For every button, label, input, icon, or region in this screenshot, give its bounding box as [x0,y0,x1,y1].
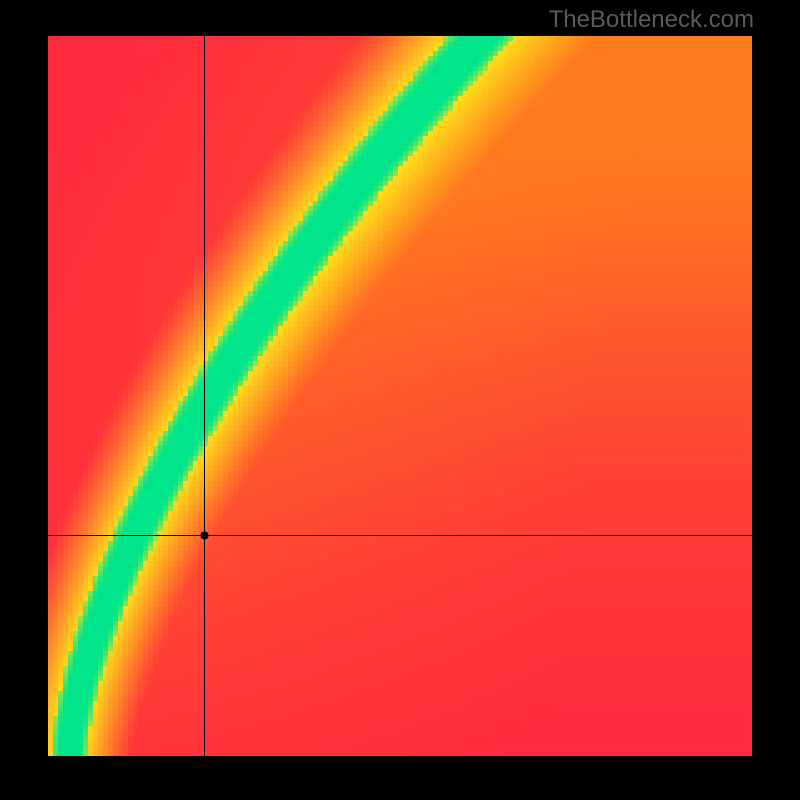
watermark-label: TheBottleneck.com [549,6,754,34]
heatmap-plot [48,36,752,756]
heatmap-canvas [48,36,752,756]
chart-container: TheBottleneck.com [0,0,800,800]
